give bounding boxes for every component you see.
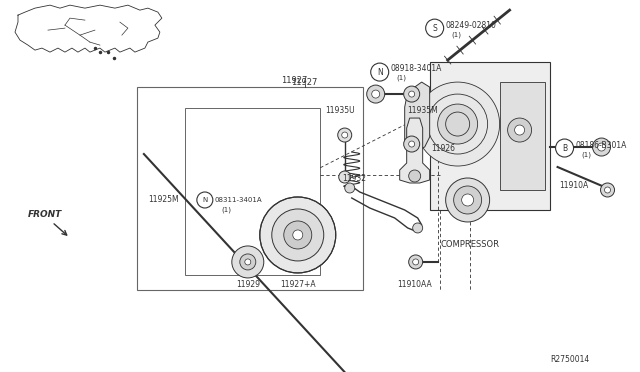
Circle shape [415, 82, 500, 166]
Circle shape [461, 194, 474, 206]
Text: 11926: 11926 [431, 144, 456, 153]
Circle shape [426, 19, 444, 37]
Text: 11935M: 11935M [408, 106, 438, 115]
Polygon shape [404, 82, 429, 152]
Text: 11910A: 11910A [559, 180, 589, 189]
Circle shape [338, 128, 352, 142]
Text: N: N [202, 197, 207, 203]
Text: (1): (1) [397, 75, 406, 81]
Circle shape [371, 63, 388, 81]
FancyBboxPatch shape [429, 62, 550, 210]
Circle shape [345, 183, 355, 193]
Circle shape [245, 259, 251, 265]
Text: 11935U: 11935U [324, 106, 355, 115]
Bar [137, 87, 363, 290]
Bar [500, 82, 545, 190]
Text: 11929: 11929 [236, 280, 260, 289]
Text: B: B [562, 144, 567, 153]
Text: 11927+A: 11927+A [280, 280, 316, 289]
Text: 08249-02810: 08249-02810 [445, 20, 497, 30]
Polygon shape [400, 118, 429, 183]
Circle shape [445, 178, 490, 222]
Text: N: N [377, 68, 383, 77]
Text: (1): (1) [582, 152, 591, 158]
Text: 08311-3401A: 08311-3401A [215, 197, 262, 203]
Text: COMPRESSOR: COMPRESSOR [440, 240, 499, 250]
Circle shape [409, 255, 422, 269]
Text: FRONT: FRONT [28, 211, 62, 219]
Circle shape [454, 186, 482, 214]
Circle shape [240, 254, 256, 270]
Circle shape [272, 209, 324, 261]
Circle shape [515, 125, 525, 135]
Circle shape [409, 141, 415, 147]
Circle shape [409, 91, 415, 97]
Circle shape [413, 223, 422, 233]
Circle shape [428, 94, 488, 154]
Bar [185, 108, 320, 275]
Circle shape [600, 183, 614, 197]
Circle shape [445, 112, 470, 136]
Circle shape [404, 136, 420, 152]
Text: 11910AA: 11910AA [397, 280, 432, 289]
Circle shape [404, 86, 420, 102]
Text: 11927: 11927 [282, 76, 308, 84]
Circle shape [292, 230, 303, 240]
Text: S: S [432, 24, 437, 33]
Text: (1): (1) [452, 32, 461, 38]
Text: 11932: 11932 [342, 173, 365, 183]
Circle shape [372, 90, 380, 98]
Circle shape [284, 221, 312, 249]
Circle shape [367, 85, 385, 103]
Text: 08186-B301A: 08186-B301A [575, 141, 627, 150]
Circle shape [232, 246, 264, 278]
Circle shape [339, 171, 351, 183]
Circle shape [508, 118, 532, 142]
Text: 08918-3401A: 08918-3401A [390, 64, 442, 73]
Circle shape [260, 197, 336, 273]
Text: 11925M: 11925M [148, 196, 179, 205]
Circle shape [598, 143, 605, 151]
Circle shape [438, 104, 477, 144]
Circle shape [605, 187, 611, 193]
Circle shape [593, 138, 611, 156]
Text: (1): (1) [222, 207, 232, 213]
Circle shape [409, 170, 420, 182]
Text: R2750014: R2750014 [550, 355, 589, 364]
Circle shape [342, 132, 348, 138]
Circle shape [413, 259, 419, 265]
Text: 11927: 11927 [292, 78, 318, 87]
Circle shape [556, 139, 573, 157]
